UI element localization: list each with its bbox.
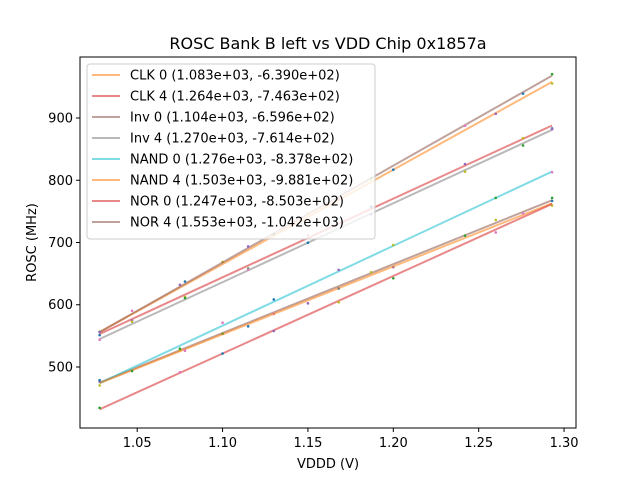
data-point bbox=[494, 218, 498, 222]
legend-item: CLK 0 (1.083e+03, -6.390e+02) bbox=[92, 69, 340, 84]
data-point bbox=[337, 268, 340, 272]
data-point bbox=[392, 168, 395, 172]
data-point bbox=[183, 280, 187, 283]
data-point bbox=[246, 325, 250, 328]
data-point bbox=[494, 112, 498, 116]
data-point bbox=[521, 136, 525, 140]
data-point bbox=[494, 231, 498, 234]
legend-label: NAND 4 (1.503e+03, -9.881e+02) bbox=[130, 174, 353, 189]
series-4 bbox=[98, 170, 554, 387]
data-point bbox=[550, 196, 554, 200]
legend-item: Inv 4 (1.270e+03, -7.614e+02) bbox=[92, 132, 335, 147]
legend-item: CLK 4 (1.264e+03, -7.463e+02) bbox=[92, 90, 340, 105]
x-tick-label: 1.15 bbox=[293, 436, 322, 451]
data-point bbox=[463, 234, 467, 237]
data-point bbox=[98, 406, 101, 410]
legend: CLK 0 (1.083e+03, -6.390e+02) CLK 4 (1.26… bbox=[86, 63, 376, 240]
y-tick-label: 800 bbox=[48, 174, 73, 189]
legend-item: NOR 4 (1.553e+03, -1.042e+03) bbox=[92, 216, 344, 231]
data-point bbox=[521, 92, 525, 95]
data-point bbox=[463, 170, 467, 173]
data-point bbox=[130, 369, 134, 373]
data-point bbox=[183, 296, 187, 300]
legend-item: NAND 0 (1.276e+03, -8.378e+02) bbox=[92, 153, 353, 168]
data-point bbox=[130, 320, 134, 324]
data-point bbox=[98, 330, 101, 334]
x-axis: 1.05 1.10 1.15 1.20 1.25 1.30 bbox=[123, 428, 579, 451]
y-tick-label: 600 bbox=[48, 298, 73, 313]
data-point bbox=[550, 82, 554, 85]
legend-label: CLK 0 (1.083e+03, -6.390e+02) bbox=[130, 69, 340, 84]
data-point bbox=[392, 243, 395, 247]
data-point bbox=[463, 162, 467, 166]
data-point bbox=[98, 384, 101, 387]
data-point bbox=[98, 338, 101, 342]
data-point bbox=[494, 196, 498, 200]
data-point bbox=[550, 127, 554, 131]
legend-label: NOR 0 (1.247e+03, -8.503e+02) bbox=[130, 195, 344, 210]
legend-item: NAND 4 (1.503e+03, -9.881e+02) bbox=[92, 174, 353, 189]
legend-item: NOR 0 (1.247e+03, -8.503e+02) bbox=[92, 195, 344, 210]
series-5 bbox=[98, 202, 554, 385]
data-point bbox=[521, 212, 525, 215]
legend-label: CLK 4 (1.264e+03, -7.463e+02) bbox=[130, 90, 340, 105]
legend-label: NOR 4 (1.553e+03, -1.042e+03) bbox=[130, 216, 344, 231]
x-tick-label: 1.25 bbox=[464, 436, 493, 451]
data-point bbox=[178, 370, 182, 374]
chart-title: ROSC Bank B left vs VDD Chip 0x1857a bbox=[169, 34, 486, 53]
data-point bbox=[246, 245, 250, 248]
data-point bbox=[521, 144, 525, 147]
x-tick-label: 1.20 bbox=[379, 436, 408, 451]
legend-label: NAND 0 (1.276e+03, -8.378e+02) bbox=[130, 153, 353, 168]
data-point bbox=[130, 309, 134, 313]
data-point bbox=[550, 199, 554, 203]
series-line bbox=[99, 202, 553, 411]
x-tick-label: 1.10 bbox=[208, 436, 237, 451]
legend-item: Inv 0 (1.104e+03, -6.596e+02) bbox=[92, 111, 335, 126]
y-axis-label: ROSC (MHz) bbox=[25, 203, 40, 282]
y-tick-label: 500 bbox=[48, 360, 73, 375]
data-point bbox=[306, 241, 310, 244]
legend-label: Inv 0 (1.104e+03, -6.596e+02) bbox=[130, 111, 335, 126]
y-tick-label: 900 bbox=[48, 112, 73, 127]
x-tick-label: 1.05 bbox=[123, 436, 152, 451]
series-line bbox=[99, 170, 553, 385]
y-tick-label: 700 bbox=[48, 236, 73, 251]
x-axis-label: VDDD (V) bbox=[297, 457, 359, 472]
x-tick-label: 1.30 bbox=[550, 436, 579, 451]
data-point bbox=[272, 329, 276, 333]
data-point bbox=[246, 268, 250, 271]
data-point bbox=[306, 302, 310, 305]
y-axis: 500 600 700 800 900 bbox=[48, 112, 80, 375]
data-point bbox=[178, 347, 182, 350]
axes-frame bbox=[79, 56, 577, 429]
data-point bbox=[550, 170, 554, 174]
data-point bbox=[337, 300, 340, 304]
data-point bbox=[369, 270, 373, 274]
legend-label: Inv 4 (1.270e+03, -7.614e+02) bbox=[130, 132, 335, 147]
data-point bbox=[392, 276, 395, 280]
data-point bbox=[272, 298, 276, 301]
data-point bbox=[98, 378, 101, 382]
series-6 bbox=[98, 199, 554, 411]
data-point bbox=[221, 352, 224, 355]
data-point bbox=[550, 72, 554, 76]
series-line bbox=[99, 202, 553, 385]
legend-box bbox=[86, 63, 376, 240]
data-point bbox=[221, 321, 224, 324]
data-point bbox=[183, 349, 187, 353]
data-point bbox=[463, 124, 467, 128]
